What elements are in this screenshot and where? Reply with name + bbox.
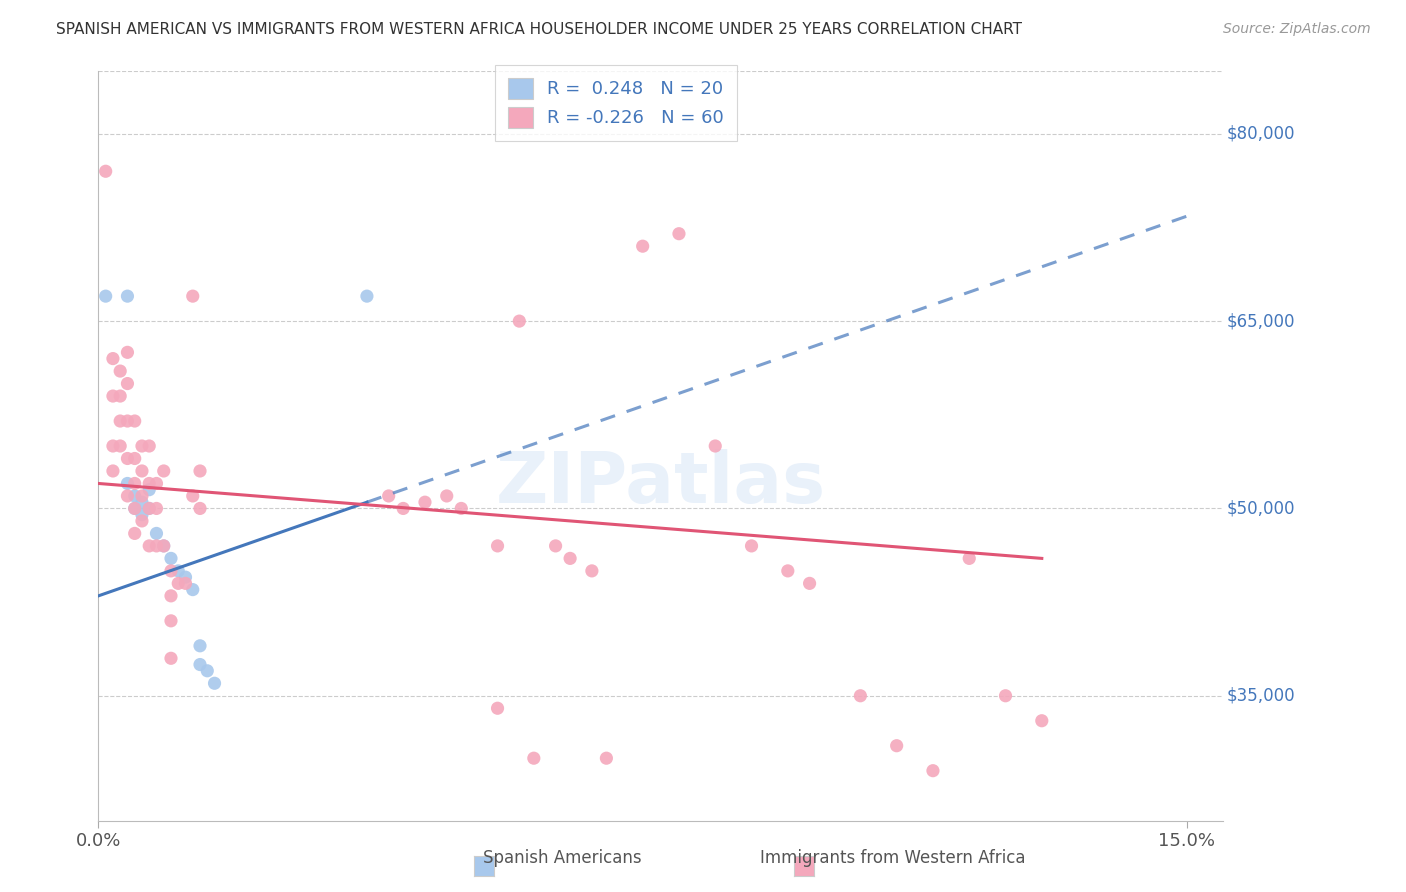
Text: $50,000: $50,000 [1226, 500, 1295, 517]
Point [152, 464, 174, 478]
Text: $80,000: $80,000 [1226, 125, 1295, 143]
Point [145, 526, 167, 541]
Point [631, 239, 654, 253]
Point [124, 414, 146, 428]
Point [108, 414, 131, 428]
Point [799, 576, 821, 591]
Point [117, 451, 139, 466]
Point [160, 564, 183, 578]
Point [124, 476, 146, 491]
Point [160, 589, 183, 603]
Point [886, 739, 908, 753]
Point [138, 539, 160, 553]
Point [922, 764, 945, 778]
Point [101, 351, 124, 366]
Point [94, 289, 117, 303]
Text: $65,000: $65,000 [1226, 312, 1295, 330]
Point [117, 414, 139, 428]
Point [181, 289, 204, 303]
Point [436, 489, 458, 503]
Point [544, 539, 567, 553]
Text: $35,000: $35,000 [1226, 687, 1295, 705]
Point [138, 501, 160, 516]
Legend: R =  0.248   N = 20, R = -0.226   N = 60: R = 0.248 N = 20, R = -0.226 N = 60 [495, 65, 737, 141]
Point [108, 439, 131, 453]
Point [356, 289, 378, 303]
Point [117, 345, 139, 359]
Point [131, 508, 153, 522]
Point [124, 489, 146, 503]
Point [508, 314, 530, 328]
Point [174, 570, 197, 584]
Point [204, 676, 226, 690]
Point [131, 495, 153, 509]
Point [523, 751, 546, 765]
Point [581, 564, 603, 578]
Point [188, 639, 211, 653]
Point [195, 664, 218, 678]
Point [668, 227, 690, 241]
Point [101, 389, 124, 403]
Point [138, 476, 160, 491]
Point [145, 501, 167, 516]
Point [117, 489, 139, 503]
Point [450, 501, 472, 516]
Point [152, 539, 174, 553]
Point [145, 539, 167, 553]
Point [108, 389, 131, 403]
Point [152, 539, 174, 553]
Point [124, 451, 146, 466]
Point [138, 501, 160, 516]
Point [849, 689, 872, 703]
Text: ZIPatlas: ZIPatlas [496, 449, 825, 518]
Point [181, 582, 204, 597]
Point [124, 526, 146, 541]
Point [167, 576, 190, 591]
Point [124, 501, 146, 516]
Text: Immigrants from Western Africa: Immigrants from Western Africa [761, 849, 1025, 867]
Point [776, 564, 799, 578]
Point [741, 539, 763, 553]
Point [413, 495, 436, 509]
Point [957, 551, 980, 566]
Point [188, 657, 211, 672]
Point [131, 464, 153, 478]
Point [145, 476, 167, 491]
Point [377, 489, 399, 503]
Point [994, 689, 1017, 703]
Point [94, 164, 117, 178]
Point [595, 751, 617, 765]
Point [188, 464, 211, 478]
Point [160, 651, 183, 665]
Point [160, 551, 183, 566]
Point [108, 364, 131, 378]
Point [174, 576, 197, 591]
Point [486, 539, 509, 553]
Point [392, 501, 415, 516]
Point [117, 376, 139, 391]
Point [124, 501, 146, 516]
Point [117, 476, 139, 491]
Point [188, 501, 211, 516]
Text: Spanish Americans: Spanish Americans [484, 849, 641, 867]
Point [101, 439, 124, 453]
Point [101, 464, 124, 478]
Point [1031, 714, 1053, 728]
Point [167, 564, 190, 578]
Point [131, 489, 153, 503]
Point [704, 439, 727, 453]
Point [558, 551, 581, 566]
Point [160, 614, 183, 628]
Point [131, 514, 153, 528]
Point [138, 439, 160, 453]
Point [117, 289, 139, 303]
Point [486, 701, 509, 715]
Point [138, 483, 160, 497]
Point [131, 439, 153, 453]
Text: Source: ZipAtlas.com: Source: ZipAtlas.com [1223, 22, 1371, 37]
Text: SPANISH AMERICAN VS IMMIGRANTS FROM WESTERN AFRICA HOUSEHOLDER INCOME UNDER 25 Y: SPANISH AMERICAN VS IMMIGRANTS FROM WEST… [56, 22, 1022, 37]
Point [181, 489, 204, 503]
